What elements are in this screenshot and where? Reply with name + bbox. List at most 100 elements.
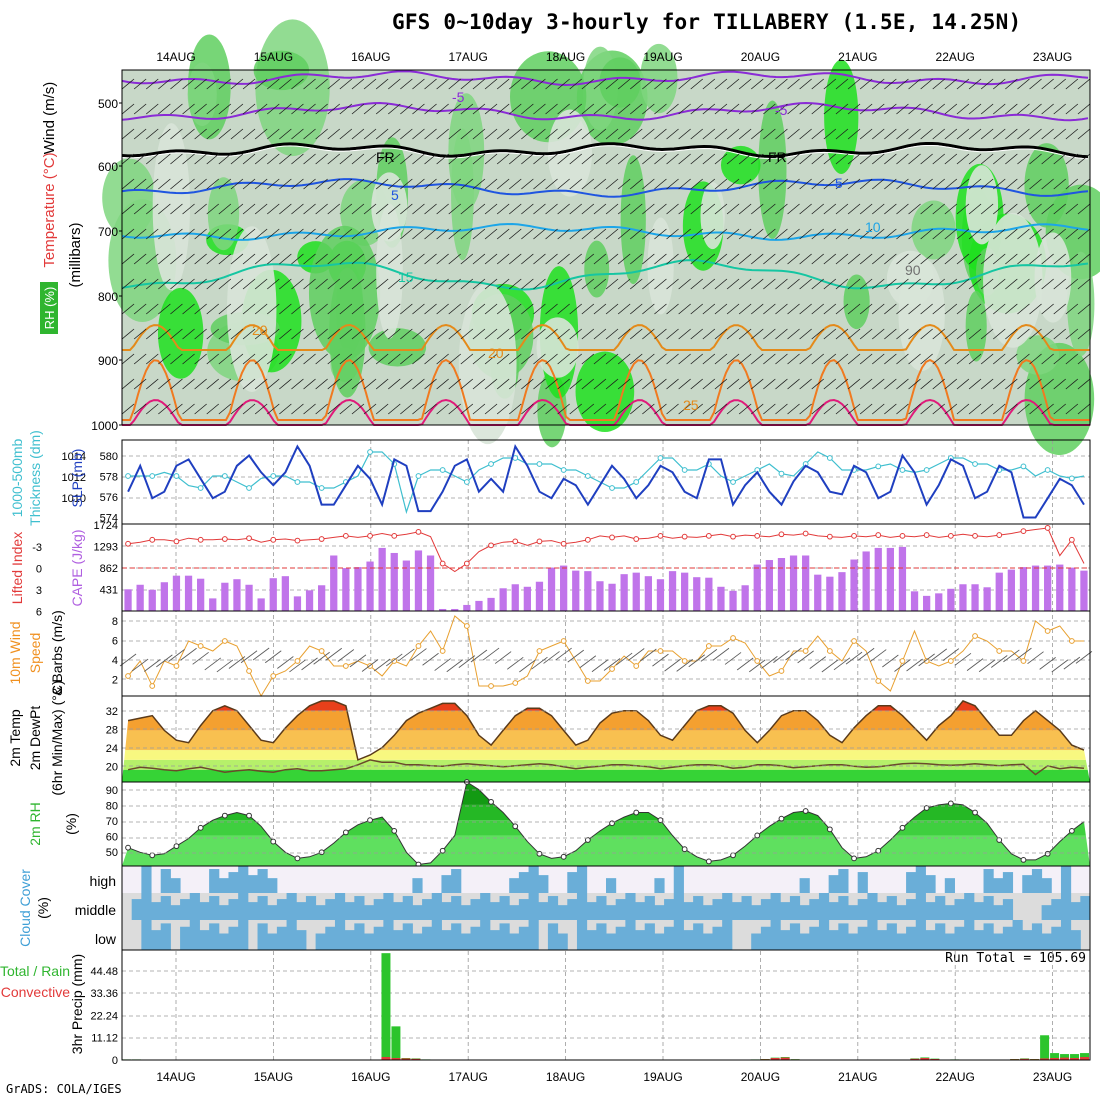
wind-10m-barb [1039, 657, 1056, 670]
wind-barb [182, 128, 195, 140]
wind-10m-barb [325, 647, 343, 661]
cloud-cell [993, 933, 1004, 950]
wind-barb [944, 403, 958, 415]
cape-bar [862, 551, 870, 611]
wind-barb [1065, 403, 1079, 415]
rh-label-pct: (%) [63, 813, 79, 835]
rh-line-marker [1020, 856, 1027, 863]
wind-10m-barb [821, 659, 839, 673]
cloud-cell [731, 902, 743, 920]
wind-barb [956, 78, 970, 90]
cape-bar [184, 575, 193, 611]
wind-barb [424, 153, 437, 165]
wind-barb [654, 328, 667, 340]
wind-barb [690, 403, 704, 415]
wind-barb [327, 228, 341, 240]
wind-10m-barb [446, 659, 464, 673]
thickness-line-marker [149, 473, 156, 479]
rh-line-marker [923, 805, 930, 811]
wind-barb [678, 278, 691, 290]
wind-barb [932, 128, 946, 140]
cloud-cell [973, 930, 985, 950]
wind-10m-barb [918, 653, 935, 667]
precip-total-bar [391, 1026, 401, 1060]
rh-line-marker [560, 853, 567, 860]
wind-barb [593, 278, 607, 290]
wind-barb [642, 353, 655, 365]
wind-barb [448, 228, 462, 240]
wind-barb [992, 253, 1006, 265]
wind-barb [351, 153, 365, 165]
wind-barb [133, 228, 147, 240]
cloud-cell [925, 930, 936, 950]
wind-speed-line-marker [125, 673, 131, 679]
wind-barb [629, 353, 643, 365]
wind-barb [642, 303, 655, 315]
wind-barb [1029, 153, 1042, 165]
wind-barb [521, 178, 534, 190]
wind-barb [835, 78, 849, 90]
wind-barb [557, 253, 570, 265]
wind-barb [508, 403, 522, 415]
wind-barb [182, 403, 195, 415]
wind-barb [690, 128, 704, 140]
wind-barb [920, 328, 933, 340]
cloud-cell [141, 920, 152, 950]
wind-barb [896, 303, 909, 315]
wind-barb [775, 153, 788, 165]
wind-barb [1041, 378, 1054, 390]
wind-barb [1053, 353, 1067, 365]
wind-barb [847, 303, 861, 315]
wind-barb [654, 403, 667, 415]
wind-barb [448, 103, 462, 115]
wind-10m-barb [882, 654, 899, 668]
cloud-cell [867, 893, 878, 920]
wind-barb [654, 203, 667, 215]
wind-barb [412, 228, 425, 240]
cloud-cell [944, 905, 955, 920]
cape-bar [668, 571, 677, 611]
wind-barb [448, 328, 462, 340]
wind-barb [206, 328, 220, 340]
wind-barb [956, 228, 970, 240]
cape-bar [221, 582, 229, 611]
wind-barb [859, 153, 873, 165]
cloud-cell [509, 905, 520, 920]
wind-barb [884, 303, 897, 315]
precip-total-bar [1060, 1054, 1070, 1060]
wind-barb [775, 378, 788, 390]
wind-barb [678, 128, 691, 140]
wind-barb [230, 403, 244, 415]
cloud-cell [760, 899, 772, 920]
wind-barb [448, 78, 462, 90]
wind-barb [1005, 78, 1018, 90]
cloud-cell [528, 893, 539, 920]
wind-10m-barb [990, 655, 1008, 668]
wind-10m-barb [627, 648, 645, 661]
rh-line-marker [488, 798, 494, 805]
wind-barb [158, 278, 171, 290]
wind-barb [448, 403, 462, 415]
wind-barb [424, 303, 437, 315]
cloud-cell [141, 893, 152, 920]
precip-total-bar [1050, 1053, 1060, 1060]
wind-barb [508, 128, 522, 140]
wind-10m-barb [398, 648, 415, 662]
rh-line-marker [1068, 827, 1075, 834]
thickness-line-marker [972, 461, 978, 467]
wind-barb [690, 278, 704, 290]
wind-barb [859, 128, 873, 140]
cloud-cell [160, 869, 171, 893]
wind-10m-barb [1051, 659, 1069, 673]
wind-barb [896, 403, 909, 415]
wind-barb [545, 403, 558, 415]
wind-10m-barb [240, 650, 258, 664]
wind-barb [775, 178, 788, 190]
wind-barb [557, 353, 570, 365]
wind-barb [654, 253, 667, 265]
wind-barb [835, 278, 849, 290]
cape-bar [910, 591, 919, 611]
wind-barb [158, 78, 171, 90]
cloud-cell [315, 933, 326, 950]
wind-barb [956, 328, 970, 340]
